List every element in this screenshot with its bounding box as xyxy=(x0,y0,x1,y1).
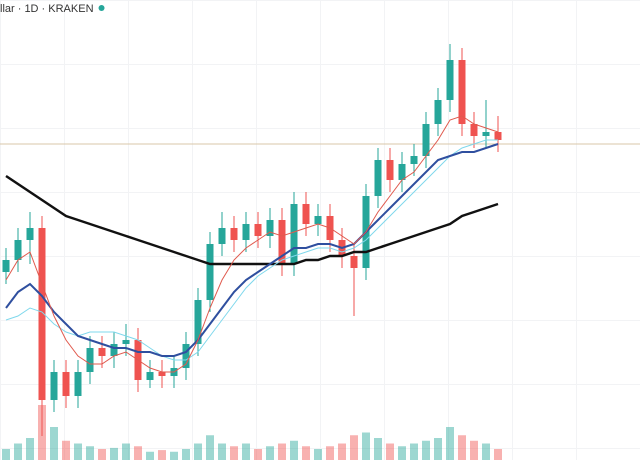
volume-bar xyxy=(182,449,190,460)
volume-bar xyxy=(26,438,34,460)
volume-bar xyxy=(446,427,454,460)
candle-body xyxy=(122,340,130,344)
volume-bar xyxy=(2,449,10,460)
volume-bar xyxy=(170,451,178,460)
volume-bar xyxy=(290,440,298,460)
volume-bar xyxy=(266,446,274,460)
volume-bar xyxy=(362,432,370,460)
volume-bar xyxy=(14,443,22,460)
volume-bar xyxy=(326,446,334,460)
volume-bar xyxy=(374,438,382,460)
moving-average xyxy=(5,174,499,266)
candle-body xyxy=(254,224,262,236)
volume-bar xyxy=(98,449,106,460)
candle-body xyxy=(410,156,418,164)
volume-bar xyxy=(122,443,130,460)
volume-bar xyxy=(386,443,394,460)
volume-bar xyxy=(470,440,478,460)
volume-bar xyxy=(494,449,502,460)
candle-body xyxy=(350,256,358,268)
candle-body xyxy=(494,132,502,140)
candle-body xyxy=(242,224,250,240)
volume-bar xyxy=(278,443,286,460)
candle-body xyxy=(26,228,34,240)
candle-body xyxy=(230,228,238,240)
candle-body xyxy=(290,204,298,264)
volume-bar xyxy=(422,440,430,460)
volume-bar xyxy=(434,438,442,460)
candle-body xyxy=(446,60,454,100)
volume-bar xyxy=(134,446,142,460)
volume-bar xyxy=(410,443,418,460)
candle-body xyxy=(62,372,70,396)
volume-bar xyxy=(350,435,358,460)
candle-body xyxy=(194,300,202,344)
candle-body xyxy=(422,124,430,156)
volume-bar xyxy=(86,446,94,460)
candle-body xyxy=(218,228,226,244)
volume-bar xyxy=(50,427,58,460)
volume-bar xyxy=(74,443,82,460)
candle-body xyxy=(482,132,490,136)
volume-bar xyxy=(302,446,310,460)
candle-body xyxy=(158,372,166,376)
volume-bar xyxy=(338,443,346,460)
candle-body xyxy=(278,220,286,264)
candle-body xyxy=(38,228,46,400)
candle-body xyxy=(14,240,22,260)
moving-average xyxy=(5,115,499,373)
candle-body xyxy=(110,344,118,356)
candle-body xyxy=(98,348,106,356)
volume-bar xyxy=(482,443,490,460)
volume-bar xyxy=(110,447,118,460)
volume-bar xyxy=(206,435,214,460)
status-dot xyxy=(98,5,105,11)
volume-bar xyxy=(314,449,322,460)
volume-bar xyxy=(146,451,154,460)
candle-body xyxy=(2,260,10,272)
volume-bar xyxy=(458,435,466,460)
candle-body xyxy=(386,160,394,180)
volume-bar xyxy=(218,443,226,460)
volume-bar xyxy=(398,446,406,460)
candle-body xyxy=(182,344,190,368)
candle-body xyxy=(266,220,274,236)
candle-body xyxy=(50,372,58,400)
candle-body xyxy=(398,164,406,180)
volume-bar xyxy=(230,446,238,460)
moving-average xyxy=(5,139,498,361)
candle-body xyxy=(314,216,322,224)
volume-bar xyxy=(158,450,166,460)
candle-body xyxy=(74,372,82,396)
candle-body xyxy=(302,204,310,224)
volume-bar xyxy=(254,449,262,460)
candle-body xyxy=(86,348,94,372)
volume-bar xyxy=(194,443,202,460)
volume-bar xyxy=(242,443,250,460)
volume-bar xyxy=(62,440,70,460)
candle-body xyxy=(458,60,466,124)
candle-body xyxy=(470,124,478,136)
moving-average xyxy=(5,143,499,357)
candle-body xyxy=(434,100,442,124)
candle-body xyxy=(374,160,382,196)
candle-body xyxy=(206,244,214,300)
candle-body xyxy=(146,372,154,380)
chart-title: llar · 1D · KRAKEN xyxy=(0,3,94,15)
